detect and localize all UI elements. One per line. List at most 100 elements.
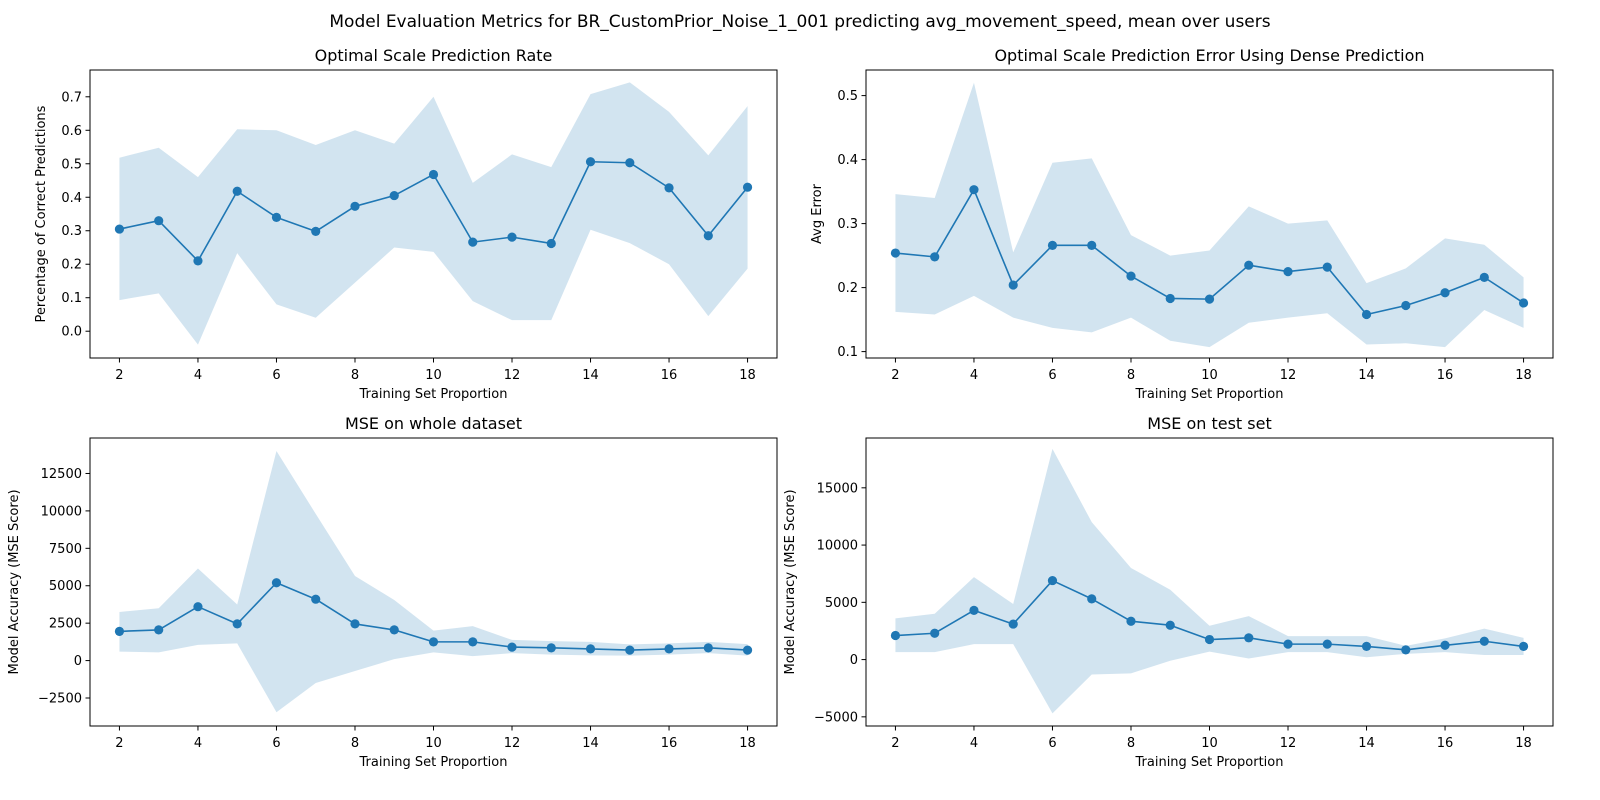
chart-2-xtick-label-18: 18	[739, 736, 756, 751]
chart-0-xlabel: Training Set Proportion	[359, 387, 508, 402]
chart-1-point-2	[890, 248, 901, 258]
chart-3-point-13	[1322, 639, 1332, 649]
chart-2-point-6	[271, 578, 282, 588]
figure-title: Model Evaluation Metrics for BR_CustomPr…	[329, 12, 1271, 32]
chart-3-ytick-label-0: −5000	[814, 710, 858, 725]
chart-3-point-17	[1479, 636, 1489, 646]
chart-2-ytick-label-5: 10000	[41, 504, 82, 519]
chart-0-xtick-label-16: 16	[661, 368, 678, 383]
chart-2-point-2	[114, 626, 125, 636]
chart-2-xtick-label-2: 2	[115, 736, 123, 751]
chart-1-ytick-label-0: 0.1	[837, 345, 858, 360]
chart-0-point-7	[311, 226, 321, 237]
chart-3-xtick-label-4: 4	[970, 736, 978, 751]
chart-3-point-10	[1204, 634, 1215, 645]
chart-1-point-13	[1322, 262, 1332, 272]
chart-1-point-11	[1244, 260, 1254, 270]
chart-0-point-12	[507, 232, 517, 242]
chart-2-point-11	[468, 637, 478, 647]
chart-3-point-14	[1361, 641, 1372, 652]
chart-1-point-7	[1087, 240, 1097, 250]
chart-3-point-9	[1165, 620, 1175, 630]
chart-0-point-16	[664, 183, 674, 193]
chart-0-point-6	[271, 212, 282, 222]
chart-1-xtick-label-4: 4	[970, 368, 978, 383]
chart-0-point-17	[703, 231, 713, 241]
chart-0-ytick-label-5: 0.5	[61, 157, 82, 172]
chart-1-ylabel: Avg Error	[810, 183, 825, 244]
chart-1-confidence-band	[895, 82, 1524, 348]
chart-2-ytick-label-0: −2500	[38, 692, 82, 707]
chart-2-ylabel: Model Accuracy (MSE Score)	[7, 489, 22, 674]
chart-1-point-17	[1479, 272, 1489, 282]
chart-3-point-11	[1244, 633, 1254, 643]
chart-3-ytick-label-1: 0	[850, 653, 858, 668]
chart-1-point-14	[1361, 309, 1372, 320]
chart-1-xtick-label-2: 2	[891, 368, 899, 383]
chart-3-point-8	[1126, 616, 1136, 626]
chart-3-xtick-label-18: 18	[1515, 736, 1532, 751]
chart-0-point-9	[389, 190, 399, 201]
chart-3-point-12	[1283, 639, 1293, 649]
chart-3-ytick-label-2: 5000	[825, 596, 858, 611]
chart-0-point-11	[468, 237, 478, 247]
chart-2-point-17	[703, 643, 713, 653]
chart-1-ytick-label-3: 0.4	[837, 153, 858, 168]
chart-3-point-2	[890, 630, 901, 641]
chart-2-xtick-label-6: 6	[272, 736, 280, 751]
chart-0-xtick-label-8: 8	[351, 368, 359, 383]
chart-1-ytick-label-2: 0.3	[837, 217, 858, 232]
chart-3-point-18	[1518, 641, 1529, 652]
chart-3-ytick-label-4: 15000	[817, 481, 858, 496]
chart-0-xtick-label-6: 6	[272, 368, 280, 383]
chart-2-point-18	[742, 645, 753, 655]
chart-2-point-13	[546, 643, 556, 653]
chart-3-xtick-label-14: 14	[1358, 736, 1375, 751]
chart-2-ytick-label-4: 7500	[49, 542, 82, 557]
chart-mse-whole-dataset: 2 4 6 8 10 12 14 16 18 −2500 0 2500 5000 7500 10000 125…	[7, 414, 778, 770]
chart-0-xtick-label-12: 12	[504, 368, 521, 383]
chart-2-point-15	[625, 645, 635, 655]
chart-0-xtick-label-18: 18	[739, 368, 756, 383]
chart-3-xtick-label-10: 10	[1201, 736, 1218, 751]
chart-1-xtick-label-6: 6	[1048, 368, 1056, 383]
chart-2-point-14	[585, 644, 596, 654]
chart-1-xtick-label-14: 14	[1358, 368, 1375, 383]
chart-0-point-13	[546, 238, 556, 249]
chart-0-xtick-label-4: 4	[194, 368, 202, 383]
chart-1-point-16	[1440, 288, 1450, 298]
chart-2-ytick-label-6: 12500	[41, 467, 82, 482]
chart-1-xlabel: Training Set Proportion	[1135, 387, 1284, 402]
chart-2-point-8	[350, 619, 360, 629]
chart-1-point-9	[1165, 293, 1175, 304]
chart-1-xtick-label-8: 8	[1127, 368, 1135, 383]
chart-0-ytick-label-3: 0.3	[61, 224, 82, 239]
chart-3-ytick-label-3: 10000	[817, 539, 858, 554]
chart-0-point-3	[154, 216, 164, 226]
chart-0-ytick-label-1: 0.1	[61, 291, 82, 306]
chart-3-xtick-label-2: 2	[891, 736, 899, 751]
chart-1-point-3	[930, 252, 940, 262]
chart-3-point-6	[1047, 575, 1058, 586]
chart-0-title: Optimal Scale Prediction Rate	[315, 46, 553, 65]
chart-0-point-14	[585, 157, 596, 167]
chart-0-point-15	[625, 158, 635, 168]
chart-2-ytick-label-2: 2500	[49, 617, 82, 632]
chart-2-point-16	[664, 644, 674, 654]
chart-0-ytick-label-0: 0.0	[61, 325, 82, 340]
chart-1-point-18	[1518, 298, 1529, 308]
chart-2-xlabel: Training Set Proportion	[359, 755, 508, 770]
chart-optimal-scale-prediction-error: 2 4 6 8 10 12 14 16 18 0.1 0.2 0.3 0.4 0.5 Optimal Sca…	[810, 46, 1554, 402]
chart-2-xtick-label-14: 14	[582, 736, 599, 751]
chart-0-confidence-band	[119, 82, 748, 345]
chart-2-xtick-label-4: 4	[194, 736, 202, 751]
chart-1-point-12	[1283, 267, 1293, 277]
chart-3-title: MSE on test set	[1147, 414, 1271, 433]
chart-3-xtick-label-16: 16	[1437, 736, 1454, 751]
chart-0-ytick-label-7: 0.7	[61, 90, 82, 105]
chart-1-xtick-label-16: 16	[1437, 368, 1454, 383]
chart-1-point-4	[969, 185, 979, 195]
chart-2-xtick-label-12: 12	[504, 736, 521, 751]
chart-3-point-4	[969, 605, 979, 615]
